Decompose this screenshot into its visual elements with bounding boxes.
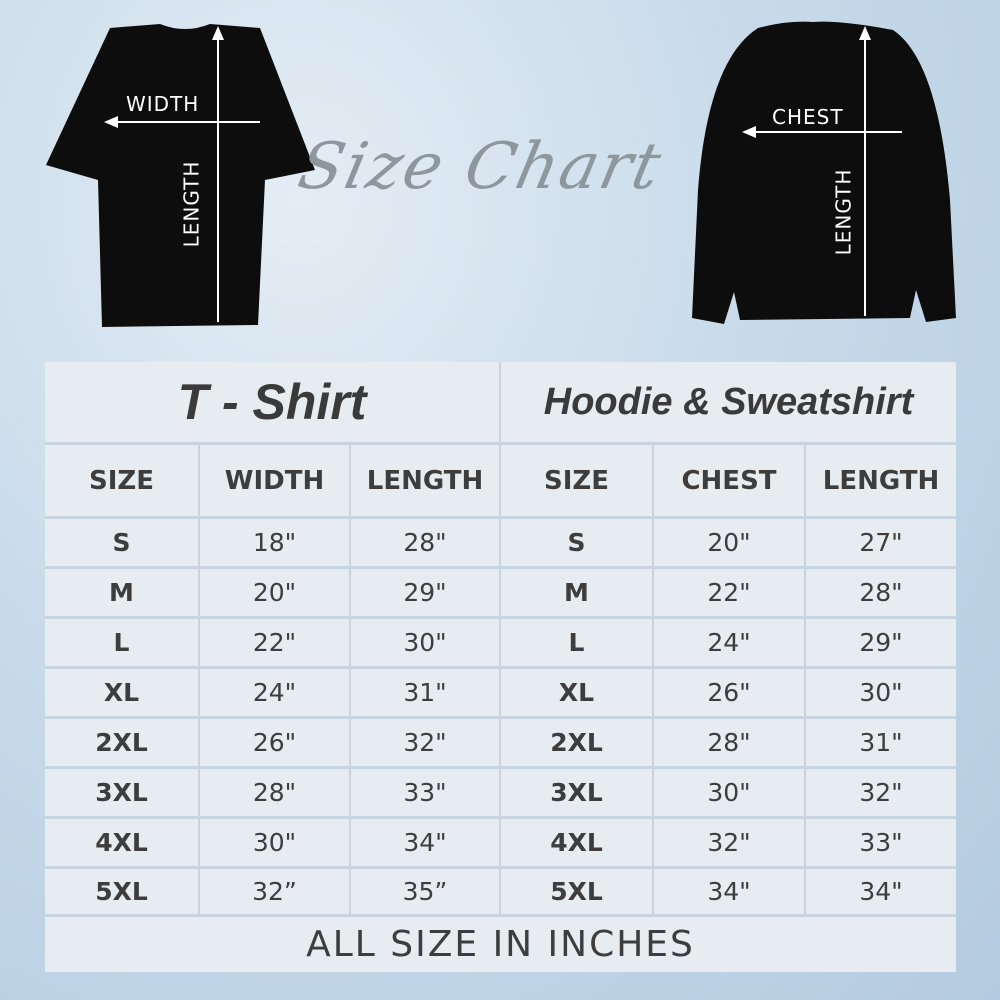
measurement-cell: 28" xyxy=(806,569,956,616)
measurement-cell: 24" xyxy=(654,619,804,666)
column-header: SIZE xyxy=(501,445,652,516)
measurement-cell: 28" xyxy=(654,719,804,766)
chest-label: CHEST xyxy=(772,105,844,129)
measurement-cell: 24" xyxy=(200,669,349,716)
size-cell: 4XL xyxy=(501,819,652,866)
measurement-cell: 20" xyxy=(654,519,804,566)
size-cell: 2XL xyxy=(45,719,198,766)
measurement-cell: 30" xyxy=(200,819,349,866)
size-cell: 3XL xyxy=(45,769,198,816)
measurement-cell: 18" xyxy=(200,519,349,566)
measurement-cell: 28" xyxy=(200,769,349,816)
column-header: WIDTH xyxy=(200,445,349,516)
measurement-cell: 30" xyxy=(654,769,804,816)
size-cell: XL xyxy=(45,669,198,716)
measurement-cell: 34" xyxy=(654,869,804,914)
size-cell: 3XL xyxy=(501,769,652,816)
measurement-cell: 32” xyxy=(200,869,349,914)
size-cell: 5XL xyxy=(45,869,198,914)
measurement-cell: 30" xyxy=(351,619,499,666)
measurement-cell: 26" xyxy=(654,669,804,716)
measurement-cell: 27" xyxy=(806,519,956,566)
page-title: Size Chart xyxy=(292,130,669,204)
measurement-cell: 29" xyxy=(351,569,499,616)
size-cell: XL xyxy=(501,669,652,716)
size-cell: 5XL xyxy=(501,869,652,914)
length-label: LENGTH xyxy=(179,160,204,248)
size-cell: M xyxy=(501,569,652,616)
size-cell: L xyxy=(45,619,198,666)
column-header: LENGTH xyxy=(351,445,499,516)
measurement-cell: 22" xyxy=(200,619,349,666)
measurement-cell: 34" xyxy=(806,869,956,914)
length-label-sweatshirt: LENGTH xyxy=(831,168,856,256)
measurement-cell: 32" xyxy=(351,719,499,766)
tshirt-image xyxy=(46,24,315,327)
sweatshirt-image xyxy=(692,21,956,324)
measurement-cell: 32" xyxy=(806,769,956,816)
size-cell: 2XL xyxy=(501,719,652,766)
size-table: T - Shirt Hoodie & Sweatshirt SIZE S M L XL 2XL… xyxy=(45,362,956,972)
footer-note: ALL SIZE IN INCHES xyxy=(45,917,956,972)
measurement-cell: 32" xyxy=(654,819,804,866)
size-cell: L xyxy=(501,619,652,666)
measurement-cell: 26" xyxy=(200,719,349,766)
measurement-cell: 33" xyxy=(351,769,499,816)
measurement-cell: 20" xyxy=(200,569,349,616)
size-cell: M xyxy=(45,569,198,616)
column-header: LENGTH xyxy=(806,445,956,516)
measurement-cell: 22" xyxy=(654,569,804,616)
measurement-cell: 33" xyxy=(806,819,956,866)
measurement-cell: 31" xyxy=(351,669,499,716)
measurement-cell: 31" xyxy=(806,719,956,766)
measurement-cell: 28" xyxy=(351,519,499,566)
measurement-cell: 30" xyxy=(806,669,956,716)
size-cell: 4XL xyxy=(45,819,198,866)
width-label: WIDTH xyxy=(126,92,200,116)
column-header: CHEST xyxy=(654,445,804,516)
size-cell: S xyxy=(45,519,198,566)
tshirt-heading: T - Shirt xyxy=(45,362,499,442)
hoodie-heading: Hoodie & Sweatshirt xyxy=(501,362,956,442)
measurement-cell: 29" xyxy=(806,619,956,666)
measurement-cell: 35” xyxy=(351,869,499,914)
size-cell: S xyxy=(501,519,652,566)
column-header: SIZE xyxy=(45,445,198,516)
measurement-cell: 34" xyxy=(351,819,499,866)
